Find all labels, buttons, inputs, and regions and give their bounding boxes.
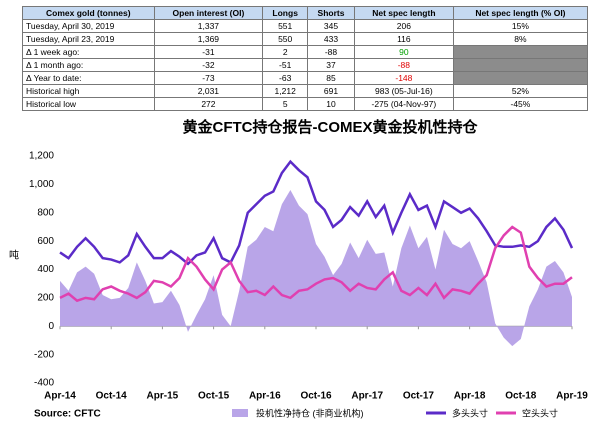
blank-cell [452, 58, 589, 72]
table-row: Tuesday, April 23, 2019 1,369 550 433 116 8% [22, 32, 589, 46]
blank-cell [452, 45, 589, 59]
x-tick-label: Oct-15 [198, 391, 230, 402]
header-cell: Comex gold (tonnes) [22, 6, 155, 20]
table-row: Historical low 272 5 10 -275 (04-Nov-97) -45% [22, 97, 589, 111]
table-cell: 5 [262, 97, 309, 111]
legend-label: 空头头寸 [522, 407, 558, 418]
table-row: Historical high 2,031 1,212 691 983 (05-Jul-… [22, 84, 589, 98]
table-cell: 1,212 [262, 84, 309, 98]
net-area [60, 190, 572, 347]
table-cell: -275 (04-Nov-97) [353, 97, 454, 111]
table-row: Δ Year to date: -73 -63 85 -148 [22, 71, 589, 85]
x-tick-label: Apr-19 [556, 391, 588, 402]
y-tick-label: 1,200 [29, 151, 54, 162]
table-row: Tuesday, April 30, 2019 1,337 551 345 206 15% [22, 19, 589, 33]
y-tick-label: 400 [37, 264, 54, 275]
y-tick-label: -200 [34, 349, 54, 360]
x-tick-label: Apr-14 [44, 391, 76, 402]
series-line [59, 159, 574, 266]
y-tick-label: 1,000 [29, 179, 54, 190]
x-tick-label: Apr-16 [249, 391, 281, 402]
table-cell: 272 [153, 97, 264, 111]
x-tick-label: Apr-17 [351, 391, 383, 402]
x-tick-label: Oct-17 [403, 391, 435, 402]
legend-swatch [232, 409, 248, 417]
legend-label: 多头头寸 [452, 407, 488, 418]
header-cell: Net spec length [353, 6, 454, 20]
table-row: Δ 1 month ago: -32 -51 37 -88 [22, 58, 589, 72]
table-cell: 2,031 [153, 84, 264, 98]
y-tick-label: -400 [34, 378, 54, 389]
blank-cell [452, 71, 589, 85]
header-cell: Open interest (OI) [153, 6, 264, 20]
header-cell: Net spec length (% OI) [452, 6, 589, 20]
chart-title: 黄金CFTC持仓报告-COMEX黄金投机性持仓 [183, 118, 479, 136]
cot-table: Comex gold (tonnes) Open interest (OI) Lon… [22, 6, 589, 111]
y-tick-label: 600 [37, 236, 54, 247]
y-tick-label: 0 [48, 321, 54, 332]
x-tick-label: Apr-15 [147, 391, 179, 402]
y-axis-label: 吨 [9, 249, 19, 262]
x-tick-label: Oct-16 [300, 391, 332, 402]
x-tick-label: Apr-18 [454, 391, 486, 402]
y-tick-label: 800 [37, 207, 54, 218]
y-tick-label: 200 [37, 293, 54, 304]
series-line [59, 225, 573, 303]
source: Source: CFTC [34, 409, 101, 420]
x-tick-label: Oct-18 [505, 391, 537, 402]
legend-label: 投机性净持仓 (非商业机构) [256, 407, 364, 418]
table-cell: 2 [262, 45, 309, 59]
x-tick-label: Oct-14 [96, 391, 128, 402]
table-cell: -45% [452, 97, 589, 111]
